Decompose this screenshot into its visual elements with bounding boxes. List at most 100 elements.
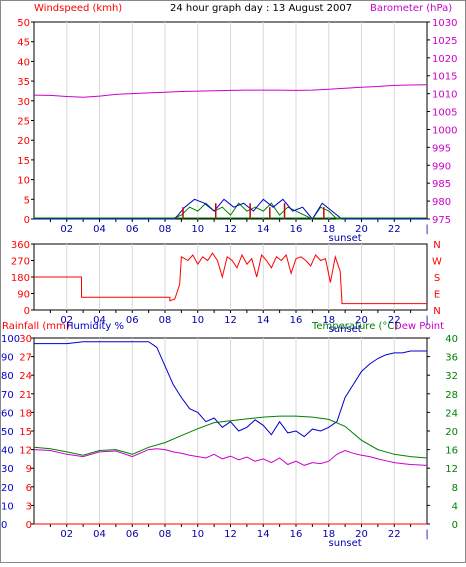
rainfall-tick-label: 27 [19, 353, 32, 364]
barometer-tick-label: 1030 [432, 18, 457, 29]
temperature-line [33, 415, 428, 459]
x-tick-label: 02 [60, 315, 73, 326]
humidity-tick-label: 70 [1, 390, 14, 401]
rainfall-tick-label: 30 [19, 334, 32, 345]
x-tick-label: 06 [126, 529, 139, 540]
barometer-tick-label: 1005 [432, 108, 457, 119]
barometer-axis-title: Barometer (hPa) [370, 3, 452, 14]
rainfall-tick-label: 9 [26, 464, 32, 475]
x-tick-label-end: | [425, 224, 428, 235]
rainfall-axis-title: Rainfall (mm) [2, 321, 70, 332]
x-tick-label: 22 [388, 224, 401, 235]
x-tick-label: 10 [191, 315, 204, 326]
humidity-tick-label: 0 [1, 520, 7, 531]
x-tick-label: 22 [388, 529, 401, 540]
rainfall-tick-label: 0 [26, 520, 32, 531]
compass-tick-label: E [434, 290, 440, 301]
x-tick-label-end: | [425, 315, 428, 326]
compass-tick-label: S [434, 273, 440, 284]
rainfall-tick-label: 12 [19, 446, 32, 457]
barometer-tick-label: 975 [432, 215, 451, 226]
direction-tick-label: 360 [11, 240, 30, 251]
rainfall-tick-label: 24 [19, 371, 32, 382]
barometer-tick-label: 980 [432, 197, 451, 208]
x-tick-label: 10 [191, 529, 204, 540]
x-tick-label: 04 [93, 315, 106, 326]
rainfall-tick-label: 15 [19, 427, 32, 438]
rainfall-tick-label: 6 [26, 483, 32, 494]
x-tick-label: 04 [93, 224, 106, 235]
x-tick-label: 18 [322, 529, 335, 540]
x-tick-label: 20 [355, 224, 368, 235]
x-tick-label: 08 [159, 529, 172, 540]
windspeed-tick-label: 0 [24, 215, 30, 226]
x-tick-label: 12 [224, 224, 237, 235]
humidity-tick-label: 80 [1, 371, 14, 382]
direction-tick-label: 180 [11, 273, 30, 284]
temperature-tick-label: 20 [445, 427, 458, 438]
x-tick-label: 18 [322, 315, 335, 326]
direction-tick-label: 90 [17, 290, 30, 301]
x-tick-label: 16 [290, 315, 303, 326]
x-tick-label: 08 [159, 315, 172, 326]
temperature-tick-label: 8 [452, 483, 458, 494]
temperature-axis-title: Temperature (°C) [311, 321, 398, 332]
x-tick-label: 10 [191, 224, 204, 235]
x-tick-label: 02 [60, 224, 73, 235]
direction-tick-label: 270 [11, 257, 30, 268]
x-tick-label: 04 [93, 529, 106, 540]
temperature-tick-label: 16 [445, 446, 458, 457]
x-tick-label: 14 [257, 529, 270, 540]
windspeed-tick-label: 5 [24, 195, 30, 206]
humidity-tick-label: 90 [1, 353, 14, 364]
wind-direction-line [34, 252, 427, 305]
x-tick-label: 06 [126, 315, 139, 326]
windspeed-tick-label: 50 [17, 18, 30, 29]
humidity-axis-title: Humidity % [66, 321, 124, 332]
x-tick-label: 02 [60, 529, 73, 540]
windspeed-tick-label: 25 [17, 117, 30, 128]
x-tick-label: 16 [290, 529, 303, 540]
barometer-tick-label: 995 [432, 143, 451, 154]
windspeed-tick-label: 20 [17, 136, 30, 147]
compass-tick-label: N [433, 240, 440, 251]
x-tick-label-end: | [425, 529, 428, 540]
x-tick-label: 08 [159, 224, 172, 235]
windspeed-tick-label: 40 [17, 57, 30, 68]
barometer-tick-label: 1015 [432, 72, 457, 83]
humidity-tick-label: 100 [1, 334, 20, 345]
x-tick-label: 16 [290, 224, 303, 235]
barometer-tick-label: 1000 [432, 125, 457, 136]
humidity-line [34, 341, 427, 438]
barometer-tick-label: 1025 [432, 36, 457, 47]
windspeed-tick-label: 30 [17, 97, 30, 108]
rainfall-tick-label: 3 [26, 501, 32, 512]
dewpoint-line [33, 448, 428, 466]
temperature-tick-label: 24 [445, 408, 458, 419]
windspeed-tick-label: 10 [17, 176, 30, 187]
barometer-tick-label: 985 [432, 179, 451, 190]
x-tick-label: 12 [224, 315, 237, 326]
temperature-tick-label: 0 [452, 520, 458, 531]
barometer-tick-label: 990 [432, 161, 451, 172]
x-tick-label: 20 [355, 529, 368, 540]
x-tick-label: 12 [224, 529, 237, 540]
humidity-tick-label: 20 [1, 483, 14, 494]
barometer-tick-label: 1010 [432, 90, 457, 101]
windspeed-tick-label: 45 [17, 38, 30, 49]
temperature-tick-label: 36 [445, 353, 458, 364]
temperature-tick-label: 28 [445, 390, 458, 401]
humidity-tick-label: 40 [1, 446, 14, 457]
x-tick-label: 20 [355, 315, 368, 326]
sunset-label: sunset [329, 538, 362, 549]
chart-title: 24 hour graph day : 13 August 2007 [170, 3, 352, 14]
x-tick-label: 14 [257, 315, 270, 326]
windspeed-gust-line [34, 198, 427, 220]
x-tick-label: 14 [257, 224, 270, 235]
rainfall-tick-label: 21 [19, 390, 32, 401]
humidity-tick-label: 60 [1, 408, 14, 419]
barometer-line [33, 84, 428, 98]
